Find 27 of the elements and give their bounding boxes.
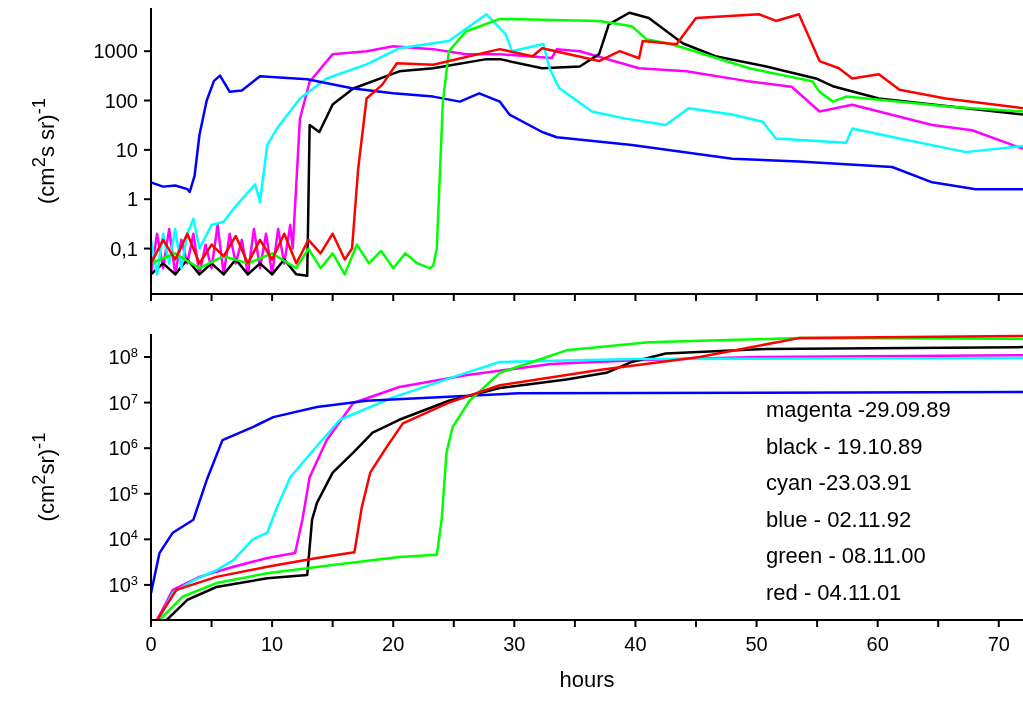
y-tick-label: 10$^{6}$ (108, 435, 138, 460)
x-tick-label: 0 (145, 633, 157, 655)
x-axis-title: hours (558, 666, 616, 694)
annotation: green - 08.11.00 (766, 542, 927, 570)
x-tick-label: 40 (624, 633, 647, 655)
y-tick-label: 10 (115, 138, 138, 161)
y-tick-label: 10$^{5}$ (108, 481, 138, 505)
annotation: cyan -23.03.91 (766, 469, 913, 497)
x-tick-label: 30 (503, 633, 526, 655)
x-tick-label: 20 (382, 633, 405, 655)
y-tick-label: 100 (104, 89, 138, 112)
x-tick-label: 10 (260, 633, 284, 655)
line-series (151, 74, 1023, 194)
y-tick-label: 1000 (93, 40, 138, 63)
y-tick-label: 10$^{4}$ (108, 526, 138, 551)
annotation: magenta -29.09.89 (766, 396, 951, 424)
y-tick-label: 0,1 (110, 237, 138, 260)
y-tick-label: 10$^{8}$ (108, 344, 138, 369)
x-tick-label: 70 (987, 633, 1010, 655)
annotation: black - 19.10.89 (766, 432, 924, 461)
annotation: blue - 02.11.92 (766, 505, 913, 534)
y-tick-label: 10$^{7}$ (108, 390, 138, 414)
y-tick-label: 10$^{3}$ (108, 572, 138, 596)
y-tick-label: 1 (126, 188, 138, 211)
x-tick-label: 60 (866, 633, 889, 655)
x-tick-label: 50 (745, 633, 768, 655)
annotation: red - 04.11.01 (766, 578, 903, 607)
